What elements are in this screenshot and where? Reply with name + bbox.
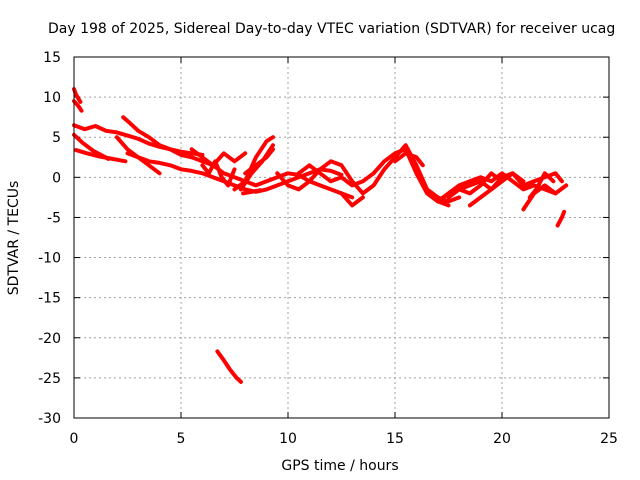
series-line-s11 bbox=[232, 135, 275, 192]
x-tick-label: 10 bbox=[279, 431, 297, 447]
series-line-s6 bbox=[121, 115, 355, 200]
x-tick-label: 25 bbox=[600, 431, 618, 447]
series-line-s18 bbox=[371, 147, 451, 208]
x-tick-label: 20 bbox=[493, 431, 511, 447]
series-line-s23 bbox=[467, 179, 504, 208]
y-tick-label: -15 bbox=[38, 291, 61, 307]
chart-title: Day 198 of 2025, Sidereal Day-to-day VTE… bbox=[48, 21, 615, 37]
y-axis-label: SDTVAR / TECUs bbox=[6, 181, 22, 296]
series-line-s3 bbox=[72, 123, 205, 157]
x-tick-label: 0 bbox=[70, 431, 79, 447]
y-tick-label: 0 bbox=[52, 170, 61, 186]
y-tick-labels: 15 10 5 0 -5 -10 -15 -20 -25 -30 bbox=[38, 50, 61, 427]
x-tick-label: 5 bbox=[177, 431, 186, 447]
series-line-s17 bbox=[339, 191, 365, 208]
series-layer bbox=[72, 87, 569, 384]
y-tick-label: 15 bbox=[43, 50, 61, 66]
plot-frame bbox=[73, 56, 610, 419]
series-line-s5 bbox=[74, 148, 128, 164]
series-line-s9 bbox=[189, 147, 248, 168]
series-line-s22 bbox=[457, 171, 526, 196]
series-line-s16 bbox=[296, 163, 376, 188]
y-tick-label: -25 bbox=[38, 371, 61, 387]
series-line-s1 bbox=[72, 87, 83, 104]
series-line-s8 bbox=[125, 151, 344, 194]
series-line-s10 bbox=[200, 159, 237, 188]
y-tick-label: -10 bbox=[38, 251, 61, 267]
axis-ticks bbox=[73, 56, 610, 419]
y-tick-label: -30 bbox=[38, 411, 61, 427]
y-tick-label: -5 bbox=[47, 210, 61, 226]
series-line-s19 bbox=[393, 151, 425, 168]
series-line-s15 bbox=[275, 143, 462, 204]
grid bbox=[74, 57, 609, 418]
x-tick-labels: 0 5 10 15 20 25 bbox=[70, 431, 618, 447]
series-line-s27 bbox=[215, 349, 243, 384]
series-line-s13 bbox=[243, 147, 275, 176]
x-tick-label: 15 bbox=[386, 431, 404, 447]
series-line-s2 bbox=[72, 99, 84, 113]
y-tick-label: -20 bbox=[38, 331, 61, 347]
series-line-s25 bbox=[527, 171, 556, 200]
x-axis-label: GPS time / hours bbox=[281, 458, 398, 474]
series-line-s14 bbox=[241, 188, 263, 196]
y-tick-label: 10 bbox=[43, 90, 61, 106]
series-line-s26 bbox=[555, 209, 567, 228]
y-tick-label: 5 bbox=[52, 130, 61, 146]
